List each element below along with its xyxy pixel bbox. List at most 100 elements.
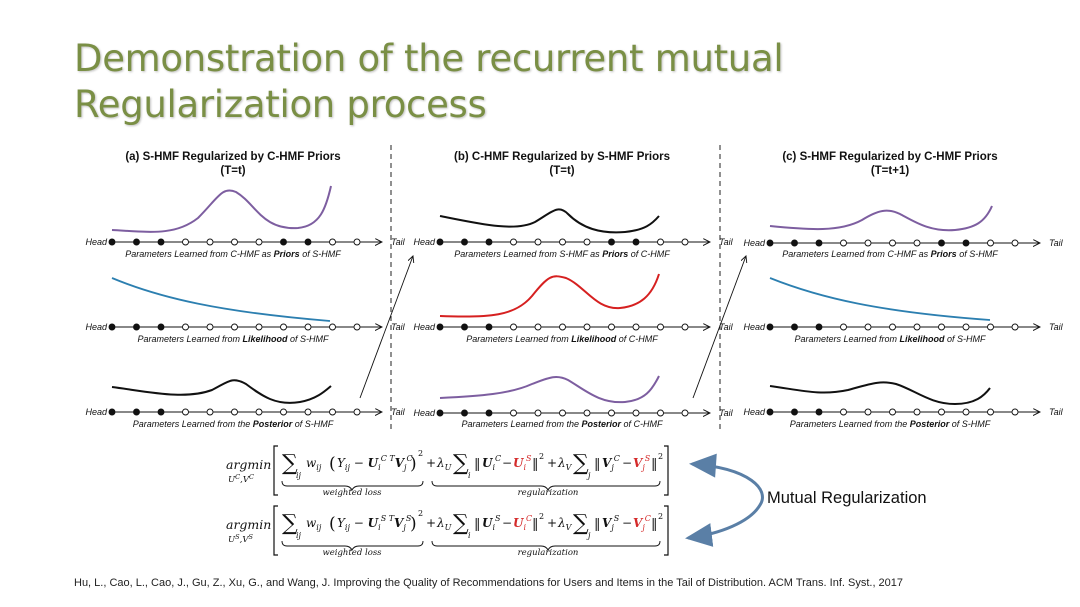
parameter-dot bbox=[840, 408, 847, 416]
parameter-dot bbox=[840, 323, 847, 331]
parameter-dot bbox=[766, 408, 774, 416]
parameter-dot bbox=[231, 238, 238, 246]
parameter-dot bbox=[534, 409, 542, 417]
mutual-regularization-label: Mutual Regularization bbox=[767, 489, 927, 507]
eq1-regularization-label: regularization bbox=[518, 488, 579, 498]
svg-text:UiC: UiC bbox=[513, 514, 532, 532]
parameter-dot bbox=[133, 238, 140, 246]
parameter-dot bbox=[436, 409, 444, 417]
panel-a-prior-curve bbox=[111, 185, 332, 233]
svg-text:UiC: UiC bbox=[482, 454, 501, 472]
parameter-dot bbox=[938, 408, 945, 416]
parameter-dot bbox=[766, 323, 774, 331]
svg-text:+: + bbox=[426, 456, 436, 470]
parameter-dot bbox=[304, 323, 312, 331]
svg-text:VjC: VjC bbox=[633, 514, 651, 532]
parameter-dot bbox=[1011, 239, 1019, 247]
parameter-dot bbox=[353, 238, 361, 246]
equation-1: argmin UC,VC ∑ ij wij ( Yij − UiC TVjC )… bbox=[226, 445, 669, 498]
parameter-dot bbox=[353, 408, 361, 416]
svg-text:2: 2 bbox=[658, 452, 663, 461]
parameter-dot bbox=[657, 323, 664, 331]
parameter-dot bbox=[559, 238, 566, 246]
panel-c-prior-curve bbox=[769, 205, 993, 232]
parameter-dot bbox=[962, 323, 970, 331]
parameter-dot bbox=[864, 239, 872, 247]
eq1-weighted-loss-label: weighted loss bbox=[322, 488, 382, 498]
svg-text:−: − bbox=[502, 456, 512, 470]
parameter-dot bbox=[108, 238, 116, 246]
parameter-dot bbox=[913, 239, 921, 247]
panel-c-likelihood-curve bbox=[769, 277, 991, 321]
parameter-dot bbox=[632, 238, 640, 246]
panel-c-title: (c) S-HMF Regularized by C-HMF Priors bbox=[782, 151, 997, 163]
parameter-dot bbox=[583, 409, 591, 417]
parameter-dot bbox=[206, 238, 214, 246]
axis-head-label: Head bbox=[413, 322, 436, 332]
parameter-dot bbox=[510, 323, 517, 331]
eq2-weighted-loss-label: weighted loss bbox=[322, 548, 382, 558]
svg-text:∑: ∑ bbox=[453, 511, 469, 536]
parameter-dot bbox=[766, 239, 774, 247]
parameter-dot bbox=[157, 323, 165, 331]
svg-text:∑: ∑ bbox=[282, 511, 298, 536]
svg-text:‖: ‖ bbox=[532, 517, 539, 532]
panel-a-subtitle: (T=t) bbox=[220, 165, 245, 177]
parameter-dot bbox=[938, 323, 945, 331]
parameter-dot bbox=[510, 409, 517, 417]
parameter-dot bbox=[889, 408, 896, 416]
parameter-dot bbox=[108, 408, 116, 416]
panel-a-title: (a) S-HMF Regularized by C-HMF Priors bbox=[125, 151, 340, 163]
svg-text:Yij − UiS TVjS: Yij − UiS TVjS bbox=[337, 514, 412, 532]
parameter-dot bbox=[608, 409, 615, 417]
svg-text:‖: ‖ bbox=[474, 517, 481, 532]
parameter-dot bbox=[962, 239, 970, 247]
eq2-regularization-label: regularization bbox=[518, 548, 579, 558]
svg-text:+: + bbox=[547, 516, 557, 530]
axis-tail-label: Tail bbox=[719, 322, 734, 332]
svg-text:j: j bbox=[586, 471, 591, 480]
parameter-dot bbox=[182, 238, 189, 246]
parameter-dot bbox=[255, 238, 263, 246]
parameter-dot bbox=[864, 323, 872, 331]
svg-text:UiS: UiS bbox=[513, 454, 532, 472]
axis-head-label: Head bbox=[85, 237, 108, 247]
parameter-dot bbox=[889, 239, 896, 247]
svg-text:wij: wij bbox=[306, 456, 322, 472]
parameter-dot bbox=[255, 408, 263, 416]
parameter-dot bbox=[329, 238, 336, 246]
parameter-dot bbox=[1011, 323, 1019, 331]
svg-text:i: i bbox=[468, 471, 471, 480]
svg-text:‖: ‖ bbox=[532, 457, 539, 472]
panel-b-prior-curve bbox=[439, 208, 660, 234]
svg-text:2: 2 bbox=[418, 449, 423, 458]
svg-text:+: + bbox=[426, 516, 436, 530]
panel-c-posterior-curve bbox=[769, 381, 991, 406]
parameter-dot bbox=[840, 239, 847, 247]
svg-text:∑: ∑ bbox=[573, 511, 589, 536]
svg-text:+: + bbox=[547, 456, 557, 470]
parameter-dot bbox=[353, 323, 361, 331]
parameter-dot bbox=[987, 323, 994, 331]
transition-arrow-a-to-b bbox=[359, 256, 413, 399]
panel-c-axis-2: Head Tail bbox=[743, 322, 1063, 332]
panel-b-caption-1: Parameters Learned from S-HMF as Priors … bbox=[454, 249, 670, 259]
parameter-dot bbox=[461, 409, 468, 417]
panel-a-axis-3: Head Tail bbox=[85, 407, 405, 417]
parameter-dot bbox=[559, 323, 566, 331]
svg-text:λV: λV bbox=[557, 456, 573, 472]
eq2-subscript: US,VS bbox=[228, 533, 253, 545]
svg-text:∑: ∑ bbox=[573, 451, 589, 476]
svg-text:‖: ‖ bbox=[474, 457, 481, 472]
parameter-dot bbox=[791, 323, 798, 331]
parameter-dot bbox=[815, 408, 823, 416]
parameter-dot bbox=[815, 323, 823, 331]
panel-a-caption-1: Parameters Learned from C-HMF as Priors … bbox=[125, 249, 341, 259]
parameter-dot bbox=[681, 323, 689, 331]
parameter-dot bbox=[133, 323, 140, 331]
axes-layer: Head Tail Head Tail Head Tail Head Tail Head Tail… bbox=[85, 237, 1063, 418]
parameter-dot bbox=[304, 408, 312, 416]
panel-b-axis-2: Head Tail bbox=[413, 322, 733, 332]
parameter-dot bbox=[231, 408, 238, 416]
parameter-dot bbox=[987, 408, 994, 416]
